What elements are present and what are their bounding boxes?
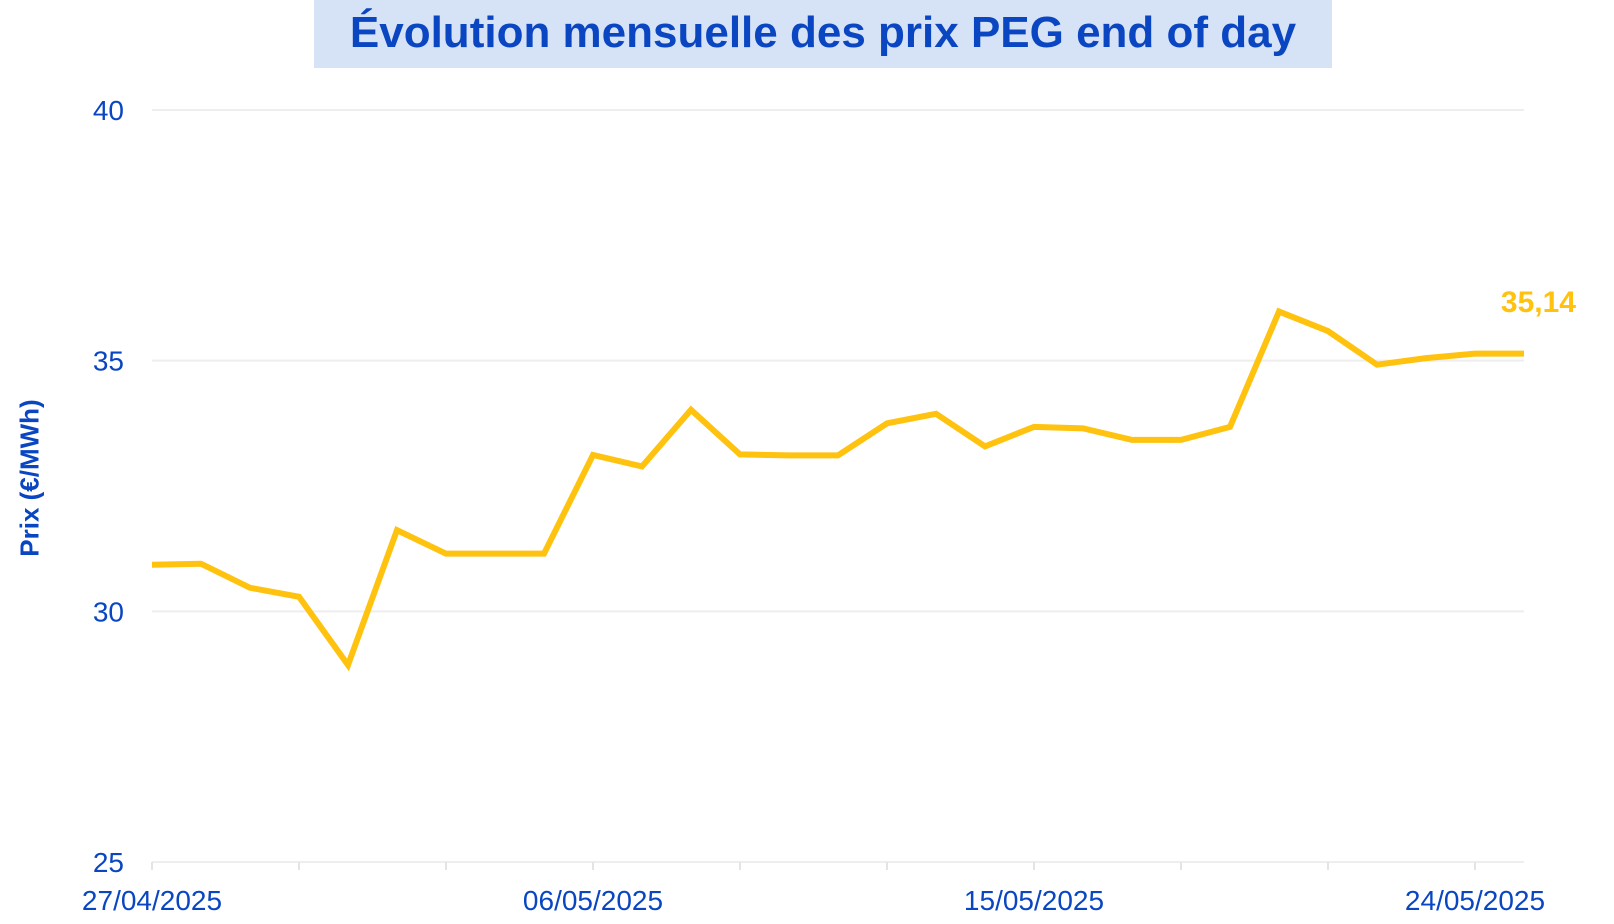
x-tick-label: 15/05/2025 xyxy=(964,885,1104,916)
x-tick-label: 06/05/2025 xyxy=(523,885,663,916)
chart-title: Évolution mensuelle des prix PEG end of … xyxy=(349,8,1297,57)
x-tick-label: 27/04/2025 xyxy=(82,885,222,916)
series-line xyxy=(151,307,1524,672)
y-tick-label: 35 xyxy=(93,346,124,377)
y-axis-ticks: 25 30 35 40 xyxy=(93,95,124,878)
x-axis-ticks: 27/04/2025 06/05/2025 15/05/2025 24/05/2025 xyxy=(82,862,1545,916)
gridlines xyxy=(152,109,1524,863)
y-tick-label: 40 xyxy=(93,95,124,126)
x-tick-label: 24/05/2025 xyxy=(1405,885,1545,916)
data-label-layer: 35,14 xyxy=(1501,286,1576,319)
title-background xyxy=(314,0,1332,68)
y-tick-label: 25 xyxy=(93,847,124,878)
series-layer xyxy=(151,307,1524,672)
last-value-label: 35,14 xyxy=(1501,286,1576,319)
y-tick-label: 30 xyxy=(93,596,124,627)
